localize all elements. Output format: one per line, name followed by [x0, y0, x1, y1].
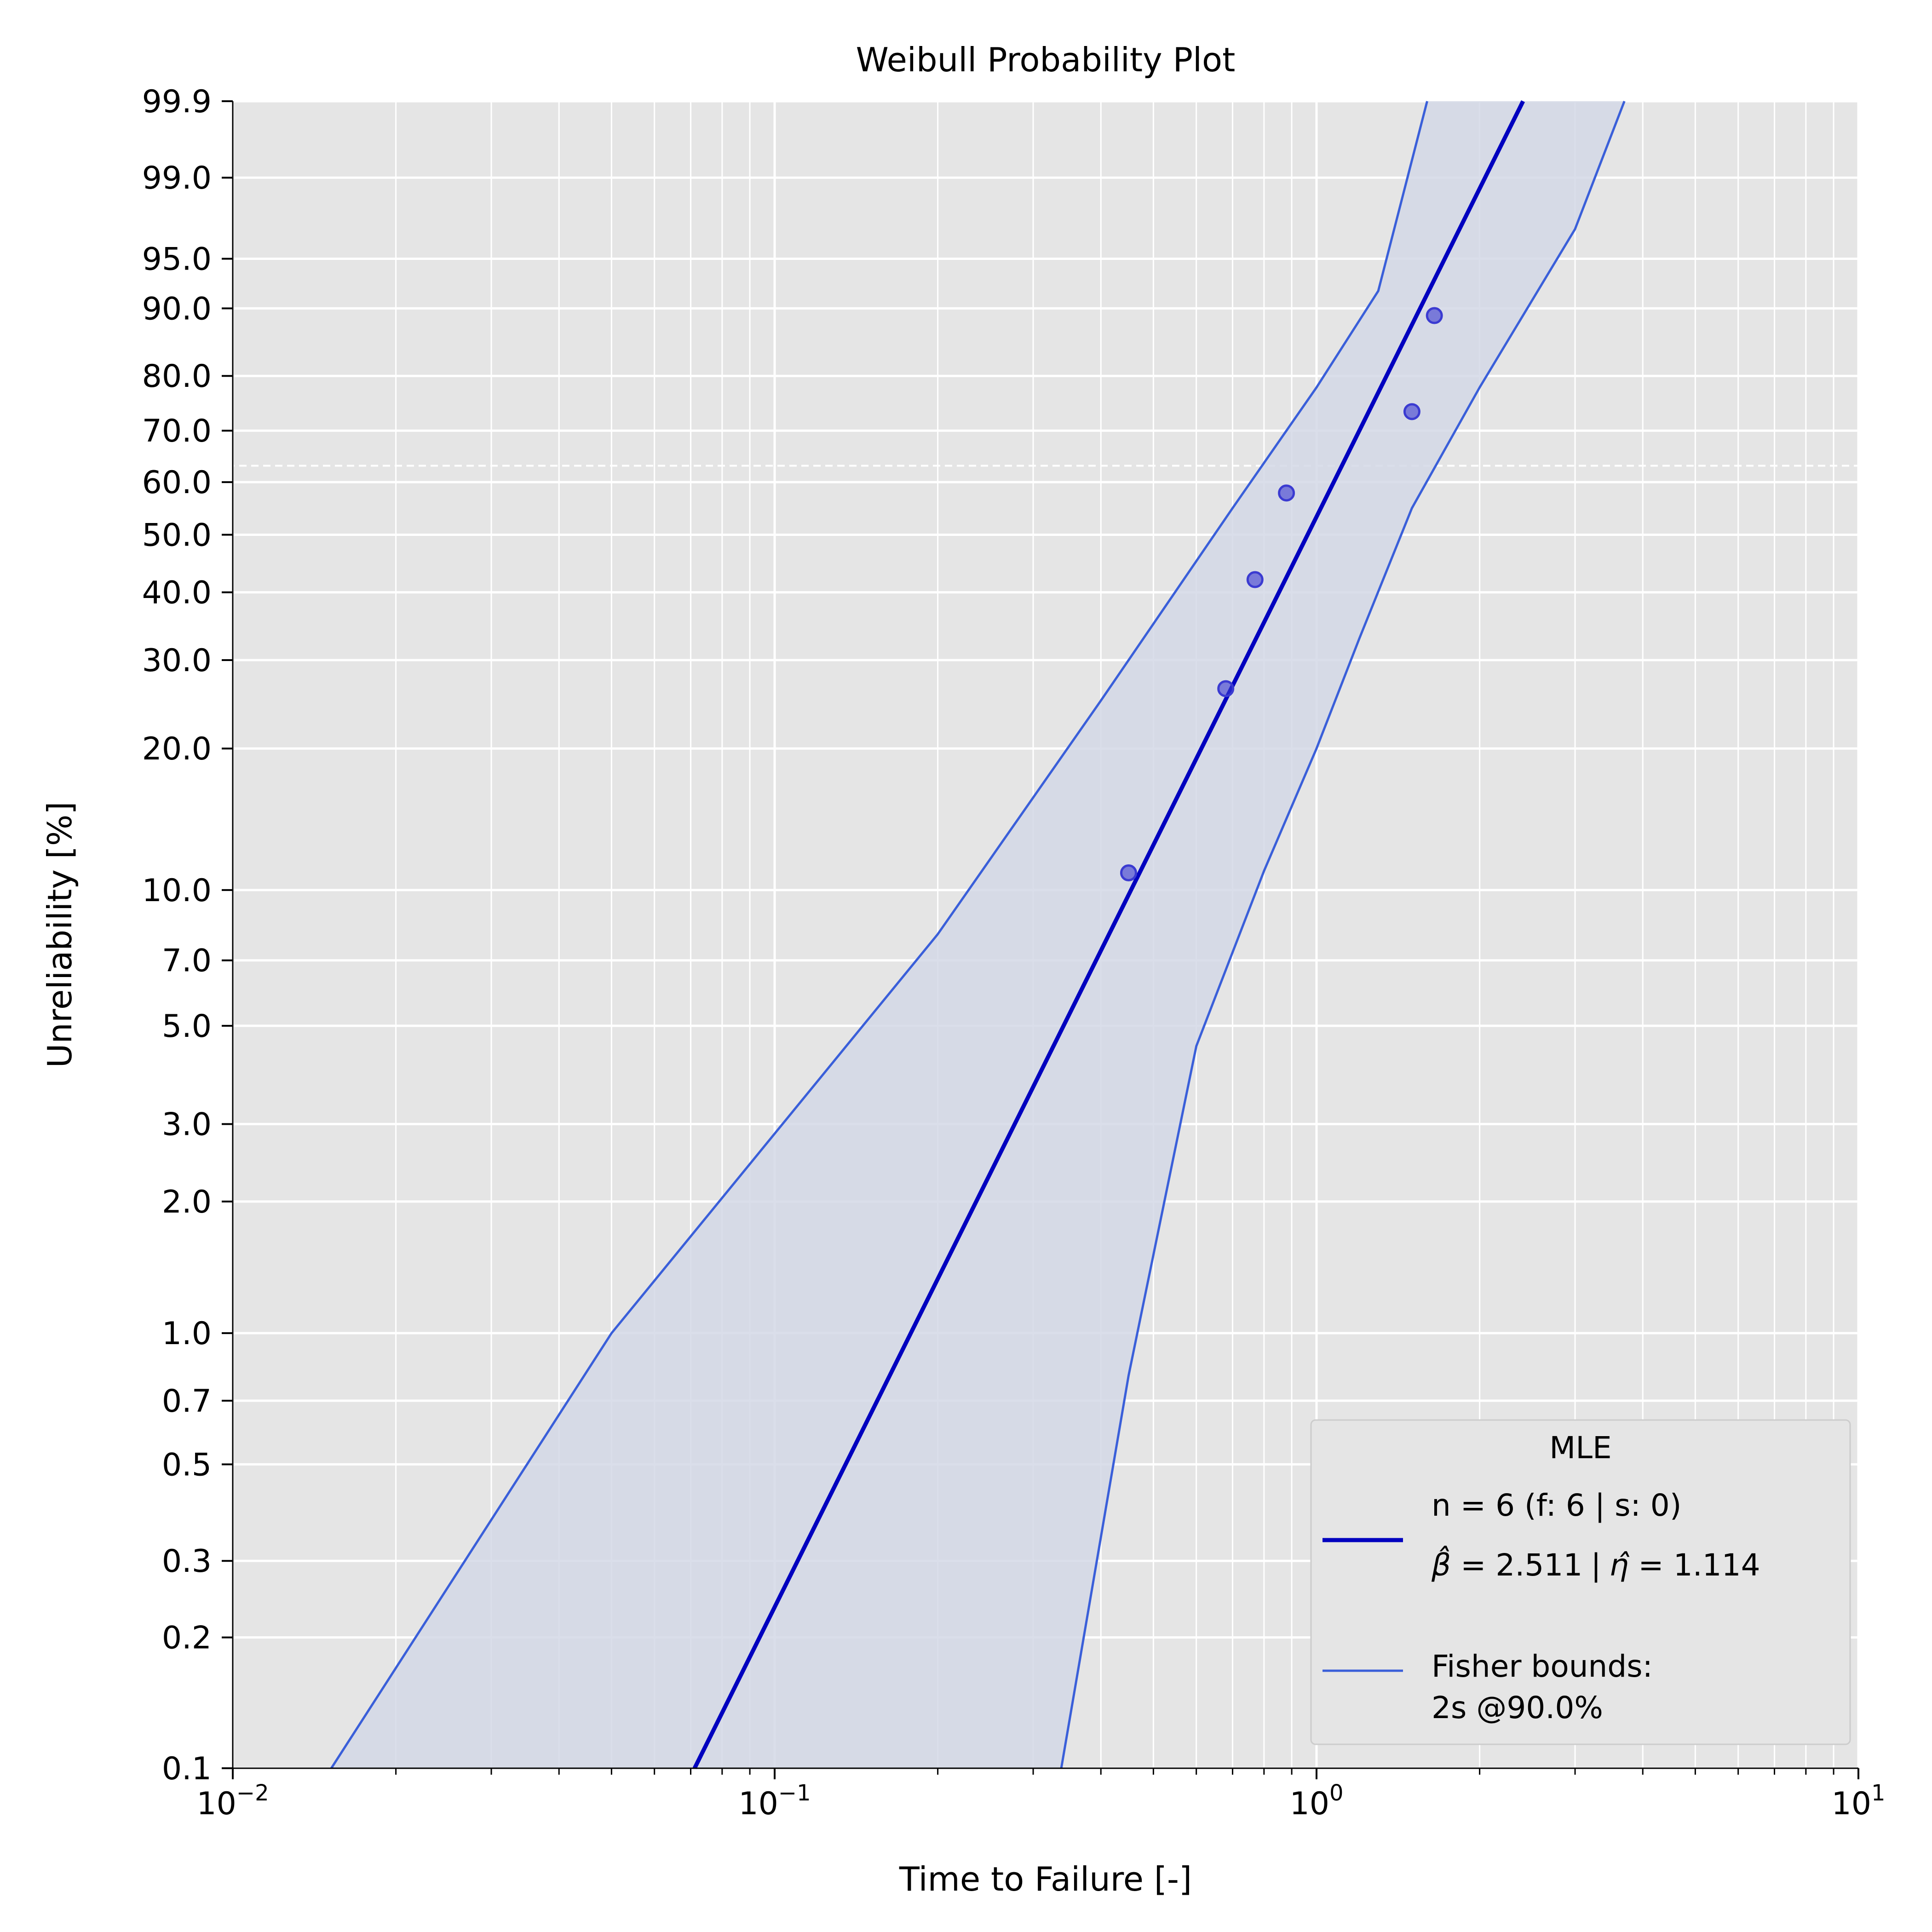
x-tick-label: 100	[1289, 1780, 1343, 1822]
legend-fit-text-2: β̂ = 2.511 | η̂ = 1.114	[1431, 1546, 1760, 1583]
fit-line-layer	[692, 100, 1525, 1770]
y-tick-label: 95.0	[142, 242, 212, 278]
y-tick-label: 80.0	[142, 358, 212, 395]
confidence-band-fill	[331, 101, 1625, 1768]
data-point	[1278, 484, 1295, 502]
x-axis-title: Time to Failure [-]	[899, 1860, 1192, 1898]
confidence-bounds	[330, 101, 1626, 1769]
y-tick-label: 0.3	[162, 1543, 212, 1580]
y-tick-label: 5.0	[162, 1008, 212, 1045]
y-tick-label: 2.0	[162, 1184, 212, 1220]
y-tick-label: 50.0	[142, 518, 212, 554]
x-tick-base: 10	[738, 1786, 778, 1822]
y-tick-label: 0.5	[162, 1447, 212, 1483]
y-tick-label: 20.0	[142, 731, 212, 767]
x-tick-label: 10−1	[738, 1780, 811, 1822]
y-axis-title: Unreliability [%]	[40, 802, 79, 1068]
beta-value: 2.511	[1495, 1547, 1582, 1583]
eta-equals: =	[1628, 1547, 1673, 1583]
lower-bound-line	[1060, 101, 1626, 1769]
eta-symbol: η̂	[1610, 1547, 1630, 1583]
x-tick-base: 10	[196, 1786, 236, 1822]
legend: MLE n = 6 (f: 6 | s: 0) β̂ = 2.511 | η̂ = …	[1310, 1419, 1851, 1745]
y-tick-label: 30.0	[142, 643, 212, 679]
y-tick-label: 0.2	[162, 1620, 212, 1656]
y-tick-label: 90.0	[142, 291, 212, 327]
y-tick-label: 3.0	[162, 1107, 212, 1143]
data-point	[1217, 680, 1235, 697]
y-tick-label: 60.0	[142, 465, 212, 501]
data-point	[1120, 864, 1137, 882]
y-tick-label: 40.0	[142, 575, 212, 611]
x-tick-exponent: −1	[778, 1780, 811, 1806]
upper-bound-line	[330, 101, 1428, 1769]
data-point	[1246, 571, 1264, 588]
y-tick-label: 99.0	[142, 160, 212, 196]
fit-line	[692, 100, 1525, 1770]
y-axis-ticks: 0.1 0.2 0.3 0.5 0.7 1.0 2.0 3.0 5.0 7.0 10.0 20.0 30…	[142, 84, 233, 1787]
data-point	[1403, 403, 1420, 420]
y-tick-label: 70.0	[142, 413, 212, 449]
y-tick-label: 1.0	[162, 1316, 212, 1352]
x-tick-base: 10	[1831, 1786, 1871, 1822]
legend-fit-text-1: n = 6 (f: 6 | s: 0)	[1432, 1488, 1681, 1523]
x-tick-label: 101	[1831, 1780, 1885, 1822]
y-tick-label: 0.1	[162, 1751, 212, 1787]
y-tick-label: 0.7	[162, 1383, 212, 1420]
y-tick-label: 10.0	[142, 873, 212, 909]
data-point	[1426, 307, 1443, 324]
y-tick-label: 7.0	[162, 943, 212, 979]
legend-bounds-text-1: Fisher bounds:	[1432, 1649, 1653, 1684]
x-tick-exponent: −2	[236, 1780, 269, 1806]
legend-title: MLE	[1549, 1430, 1611, 1466]
data-points	[1120, 307, 1443, 882]
x-tick-exponent: 1	[1871, 1780, 1886, 1806]
x-tick-base: 10	[1289, 1786, 1329, 1822]
x-tick-exponent: 0	[1329, 1780, 1344, 1806]
axes	[232, 101, 1858, 1769]
legend-box	[1310, 1419, 1851, 1745]
legend-bounds-text-2: 2s @90.0%	[1432, 1690, 1603, 1725]
eta-value: 1.114	[1673, 1547, 1760, 1583]
legend-separator: |	[1591, 1547, 1601, 1583]
y-tick-label: 99.9	[142, 84, 212, 120]
beta-equals: =	[1451, 1547, 1495, 1583]
chart-title: Weibull Probability Plot	[856, 40, 1236, 79]
x-axis-ticks: 10−2 10−1 100 101	[196, 1768, 1886, 1822]
beta-symbol: β̂	[1431, 1546, 1451, 1583]
x-tick-label: 10−2	[196, 1780, 269, 1822]
